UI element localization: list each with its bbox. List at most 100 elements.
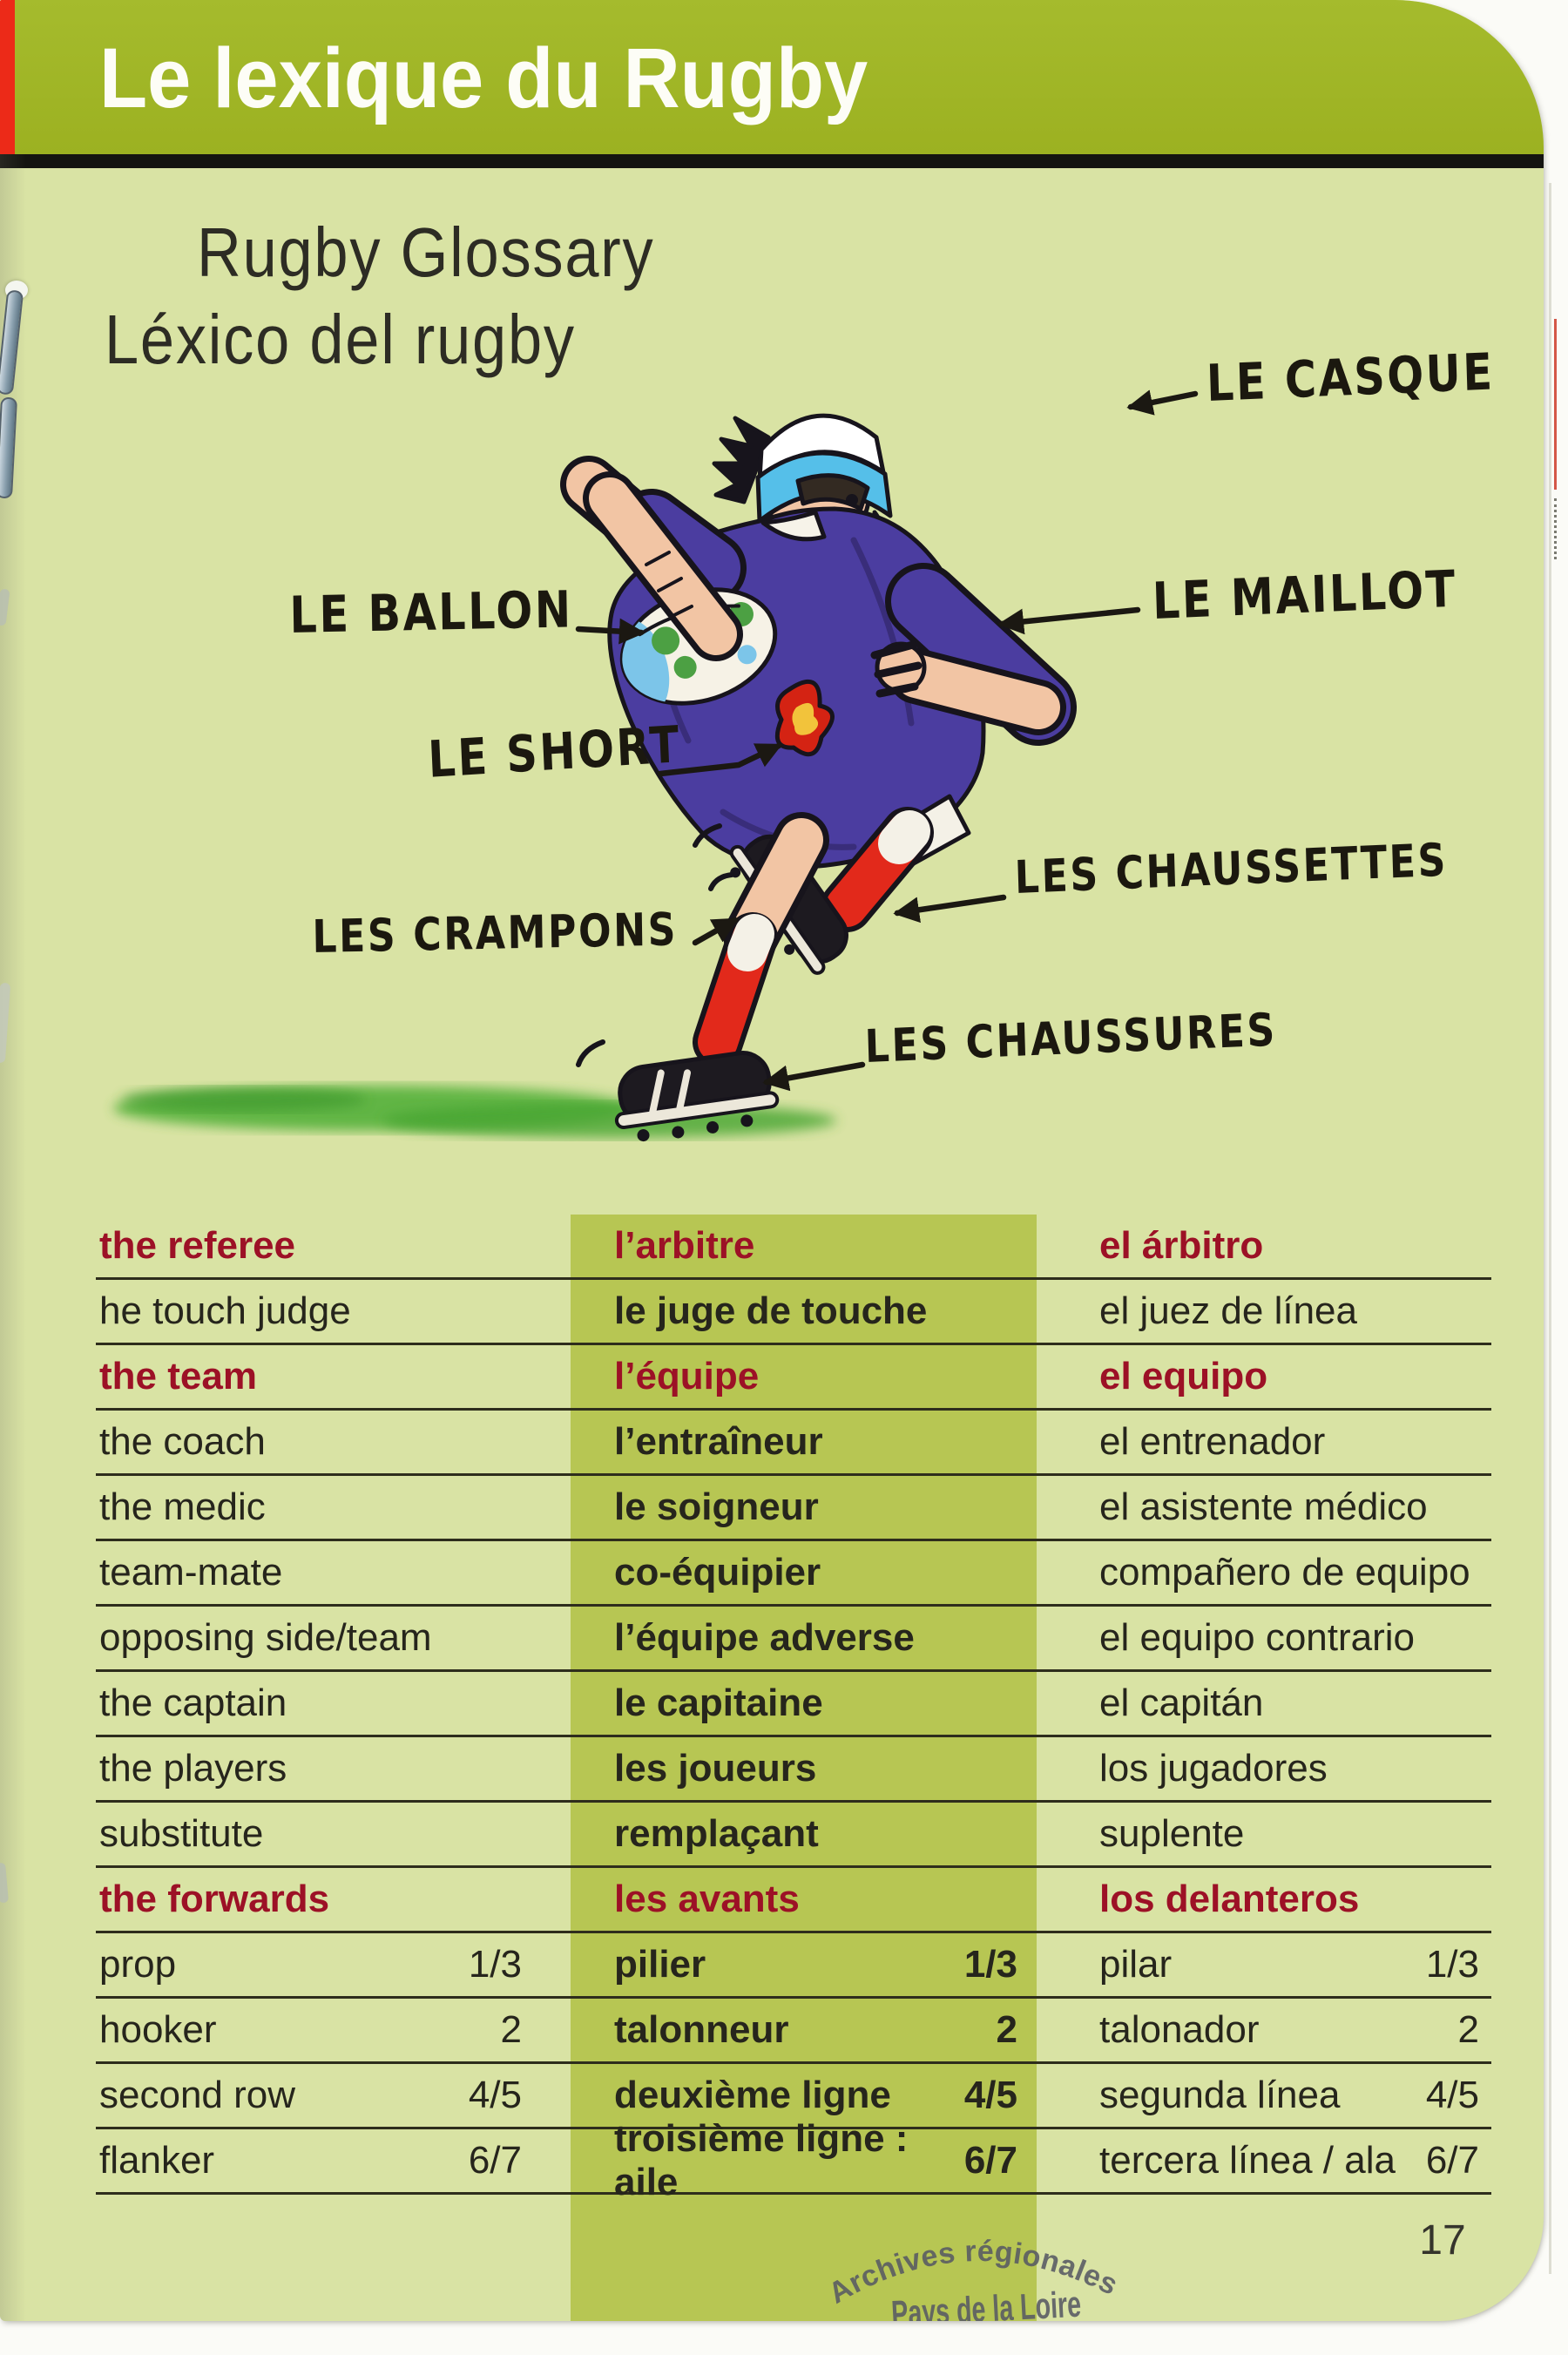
glossary-table: the referee l’arbitre el árbitro he touc… [96,1215,1491,2203]
term-french: remplaçant [614,1812,819,1855]
term-spanish: los jugadores [1099,1747,1328,1790]
cell-spanish: el asistente médico [1037,1476,1491,1539]
front-sock [698,917,773,1062]
term-spanish: el asistente médico [1099,1485,1428,1528]
cell-french: l’équipe [571,1345,1037,1408]
subtitle-english: Rugby Glossary [197,213,655,291]
cell-spanish: compañero de equipo [1037,1541,1491,1604]
term-french: les avants [614,1878,800,1920]
cell-french: remplaçant [571,1803,1037,1865]
player-hair [719,531,755,571]
cell-spanish: el equipo [1037,1345,1491,1408]
term-spanish: el entrenador [1099,1420,1326,1463]
cell-spanish: los jugadores [1037,1737,1491,1800]
term-english: the captain [99,1682,287,1724]
table-row: substitute remplaçant suplente [96,1803,1491,1868]
term-french: le capitaine [614,1682,823,1724]
page-edge-red-sliver [1554,319,1557,490]
cell-english: flanker 6/7 [96,2129,571,2192]
cell-french: l’entraîneur [571,1411,1037,1473]
table-row: the referee l’arbitre el árbitro [96,1215,1491,1280]
cell-english: he touch judge [96,1280,571,1343]
number-french: 2 [996,2008,1017,2051]
cell-english: substitute [96,1803,571,1865]
player-brow [795,473,870,511]
term-spanish: el equipo contrario [1099,1616,1416,1659]
table-row: prop 1/3 pilier 1/3 pilar 1/3 [96,1933,1491,1999]
term-english: the forwards [99,1878,330,1920]
table-row: the medic le soigneur el asistente médic… [96,1476,1491,1541]
booklet-page: Le lexique du Rugby Rugby Glossary Léxic… [0,0,1544,2321]
cell-french: l’équipe adverse [571,1607,1037,1669]
jersey-emblem-inner [792,702,819,735]
cell-english: the coach [96,1411,571,1473]
cell-spanish: el juez de línea [1037,1280,1491,1343]
term-spanish: el árbitro [1099,1224,1264,1267]
back-boot [729,834,848,975]
table-row: opposing side/team l’équipe adverse el e… [96,1607,1491,1672]
cell-french: l’arbitre [571,1215,1037,1277]
cell-french: pilier 1/3 [571,1933,1037,1996]
arrow-chaussettes [893,894,1007,924]
term-french: le juge de touche [614,1289,928,1332]
number-english: 6/7 [468,2139,522,2182]
term-english: hooker [99,2008,217,2051]
label-maillot: LE MAILLOT [1152,558,1458,631]
page-title: Le lexique du Rugby [99,30,868,125]
cell-spanish: pilar 1/3 [1037,1933,1491,1996]
number-spanish: 6/7 [1425,2139,1479,2182]
cell-spanish: suplente [1037,1803,1491,1865]
cell-english: the players [96,1737,571,1800]
page-edge-stitch-dots [1554,498,1557,559]
table-row: the forwards les avants los delanteros [96,1868,1491,1933]
term-english: flanker [99,2139,215,2182]
front-boot [614,1051,780,1142]
table-row: team-mate co-équipier compañero de equip… [96,1541,1491,1607]
arrow-maillot [997,606,1141,635]
label-ballon: LE BALLON [289,579,574,645]
number-spanish: 2 [1457,2008,1479,2051]
scan-left-shadow [0,154,26,2321]
cell-spanish: tercera línea / ala 6/7 [1037,2129,1491,2192]
term-spanish: tercera línea / ala [1099,2139,1396,2182]
cell-spanish: el árbitro [1037,1215,1491,1277]
term-english: second row [99,2074,296,2116]
term-english: opposing side/team [99,1616,432,1659]
shorts-trim [877,794,971,870]
forearm-hatching [645,551,693,619]
table-row: the players les joueurs los jugadores [96,1737,1491,1803]
grass-smudge [113,1086,836,1138]
cell-english: hooker 2 [96,1999,571,2061]
table-row: second row 4/5 deuxième ligne 4/5 segunda … [96,2064,1491,2129]
term-spanish: el equipo [1099,1355,1268,1397]
term-english: substitute [99,1812,264,1855]
term-spanish: talonador [1099,2008,1260,2051]
player-left-sleeve [891,569,1071,740]
player-right-upperarm [566,462,700,582]
term-english: the coach [99,1420,266,1463]
term-french: les joueurs [614,1747,817,1790]
term-french: l’entraîneur [614,1420,823,1463]
cell-spanish: talonador 2 [1037,1999,1491,2061]
cell-english: the forwards [96,1868,571,1931]
cell-english: second row 4/5 [96,2064,571,2127]
label-casque: LE CASQUE [1206,342,1496,413]
player-jersey [607,506,986,870]
helmet-strap [760,517,778,590]
term-english: he touch judge [99,1289,351,1332]
table-row: the team l’équipe el equipo [96,1345,1491,1411]
number-english: 1/3 [468,1943,522,1986]
term-spanish: el juez de línea [1099,1289,1357,1332]
cell-spanish: los delanteros [1037,1868,1491,1931]
table-row: hooker 2 talonneur 2 talonador 2 [96,1999,1491,2064]
term-french: l’équipe adverse [614,1616,915,1659]
cell-spanish: segunda línea 4/5 [1037,2064,1491,2127]
player-nose [860,510,884,552]
term-english: the referee [99,1224,296,1267]
number-french: 4/5 [963,2074,1017,2116]
jersey-collar [760,510,827,542]
back-sock-band [878,810,930,864]
cell-french: talonneur 2 [571,1999,1037,2061]
term-spanish: segunda línea [1099,2074,1341,2116]
